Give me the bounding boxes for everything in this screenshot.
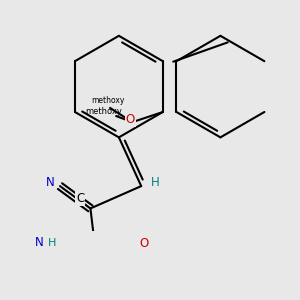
Text: O: O [140, 238, 149, 250]
Text: N: N [35, 236, 44, 250]
Text: O: O [126, 112, 135, 126]
Text: methoxy: methoxy [85, 107, 122, 116]
Text: H: H [48, 238, 56, 248]
Text: H: H [151, 176, 160, 188]
Text: methoxy: methoxy [91, 96, 125, 105]
Text: C: C [76, 192, 84, 205]
Text: N: N [46, 176, 54, 188]
